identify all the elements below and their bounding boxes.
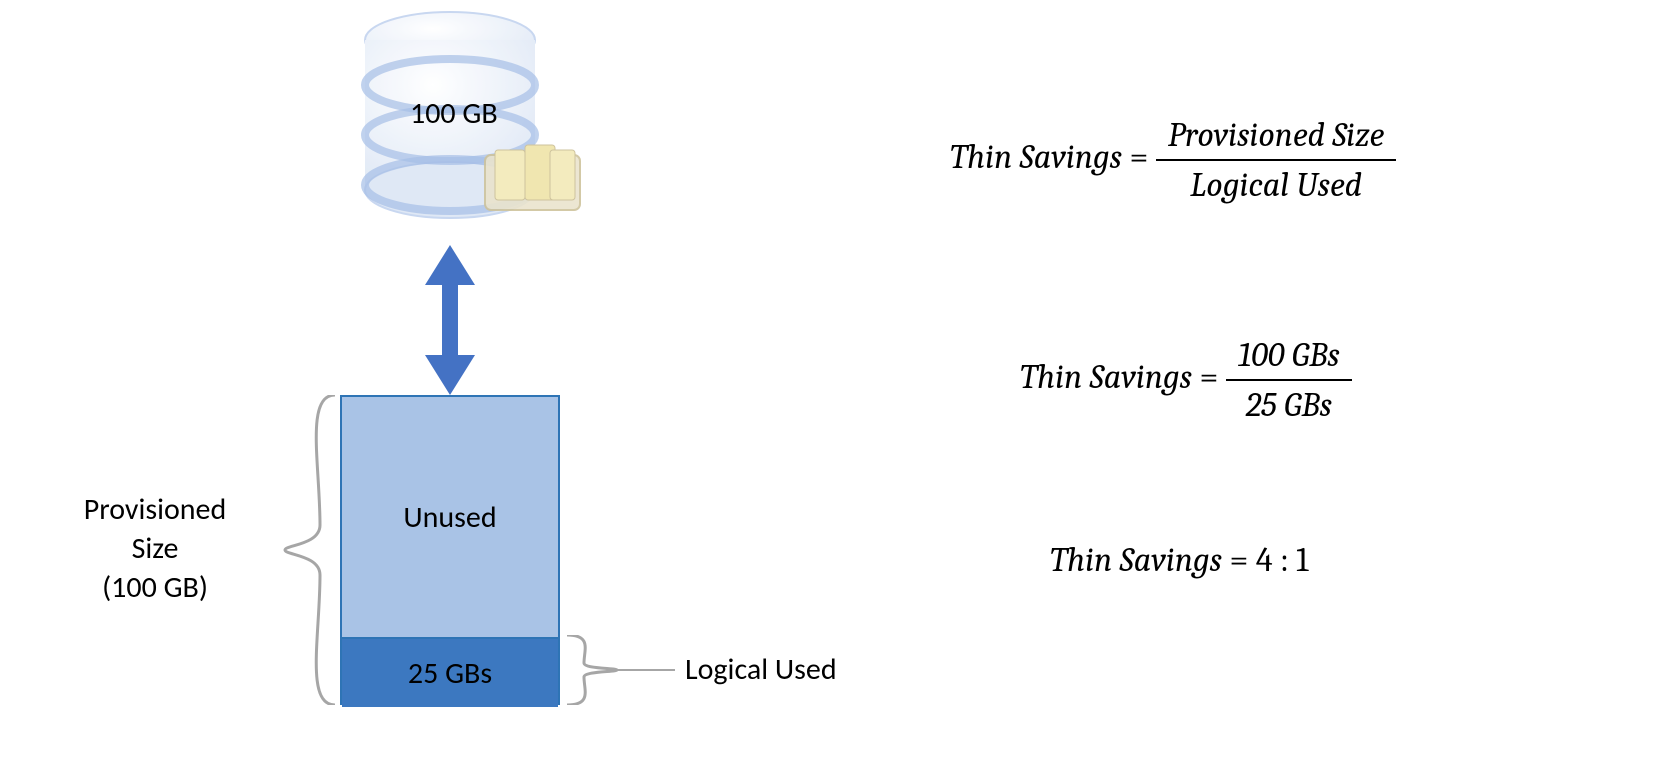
eq1-fraction: Provisioned Size Logical Used: [1156, 115, 1397, 205]
used-region: 25 GBs: [342, 637, 558, 707]
eq2-lhs: Thin Savings: [1020, 357, 1192, 397]
provisioned-label-line3: (100 GB): [40, 568, 270, 607]
equals-sign: =: [1130, 137, 1156, 177]
storage-bar: Unused 25 GBs: [340, 395, 560, 705]
provisioned-label-line2: Size: [40, 529, 270, 568]
eq1-numerator: Provisioned Size: [1156, 115, 1397, 161]
eq2-denominator: 25 GBs: [1226, 381, 1352, 425]
eq3-rhs: 4 : 1: [1256, 540, 1309, 580]
eq2-fraction: 100 GBs 25 GBs: [1226, 335, 1352, 425]
eq1-lhs: Thin Savings: [950, 137, 1122, 177]
provisioned-label-line1: Provisioned: [40, 490, 270, 529]
thin-savings-diagram: 100 GB Unused 25 GBs Provisioned Size (1…: [0, 0, 1662, 760]
unused-region: Unused: [342, 397, 558, 637]
eq1-denominator: Logical Used: [1156, 161, 1397, 205]
equation-1: Thin Savings = Provisioned Size Logical …: [950, 115, 1396, 205]
db-size-label: 100 GB: [410, 95, 498, 132]
equation-3: Thin Savings = 4 : 1: [1050, 540, 1308, 580]
equals-sign: =: [1230, 540, 1256, 580]
equals-sign: =: [1200, 357, 1226, 397]
eq2-numerator: 100 GBs: [1226, 335, 1352, 381]
logical-used-label: Logical Used: [685, 650, 837, 689]
unused-label: Unused: [403, 499, 496, 536]
eq3-lhs: Thin Savings: [1050, 540, 1222, 580]
used-label: 25 GBs: [408, 655, 492, 692]
double-arrow-icon: [425, 245, 475, 395]
brace-connector-icon: [615, 668, 675, 672]
left-brace-icon: [280, 395, 340, 705]
right-brace-icon: [562, 635, 622, 705]
provisioned-size-label: Provisioned Size (100 GB): [40, 490, 270, 607]
equation-2: Thin Savings = 100 GBs 25 GBs: [1020, 335, 1352, 425]
